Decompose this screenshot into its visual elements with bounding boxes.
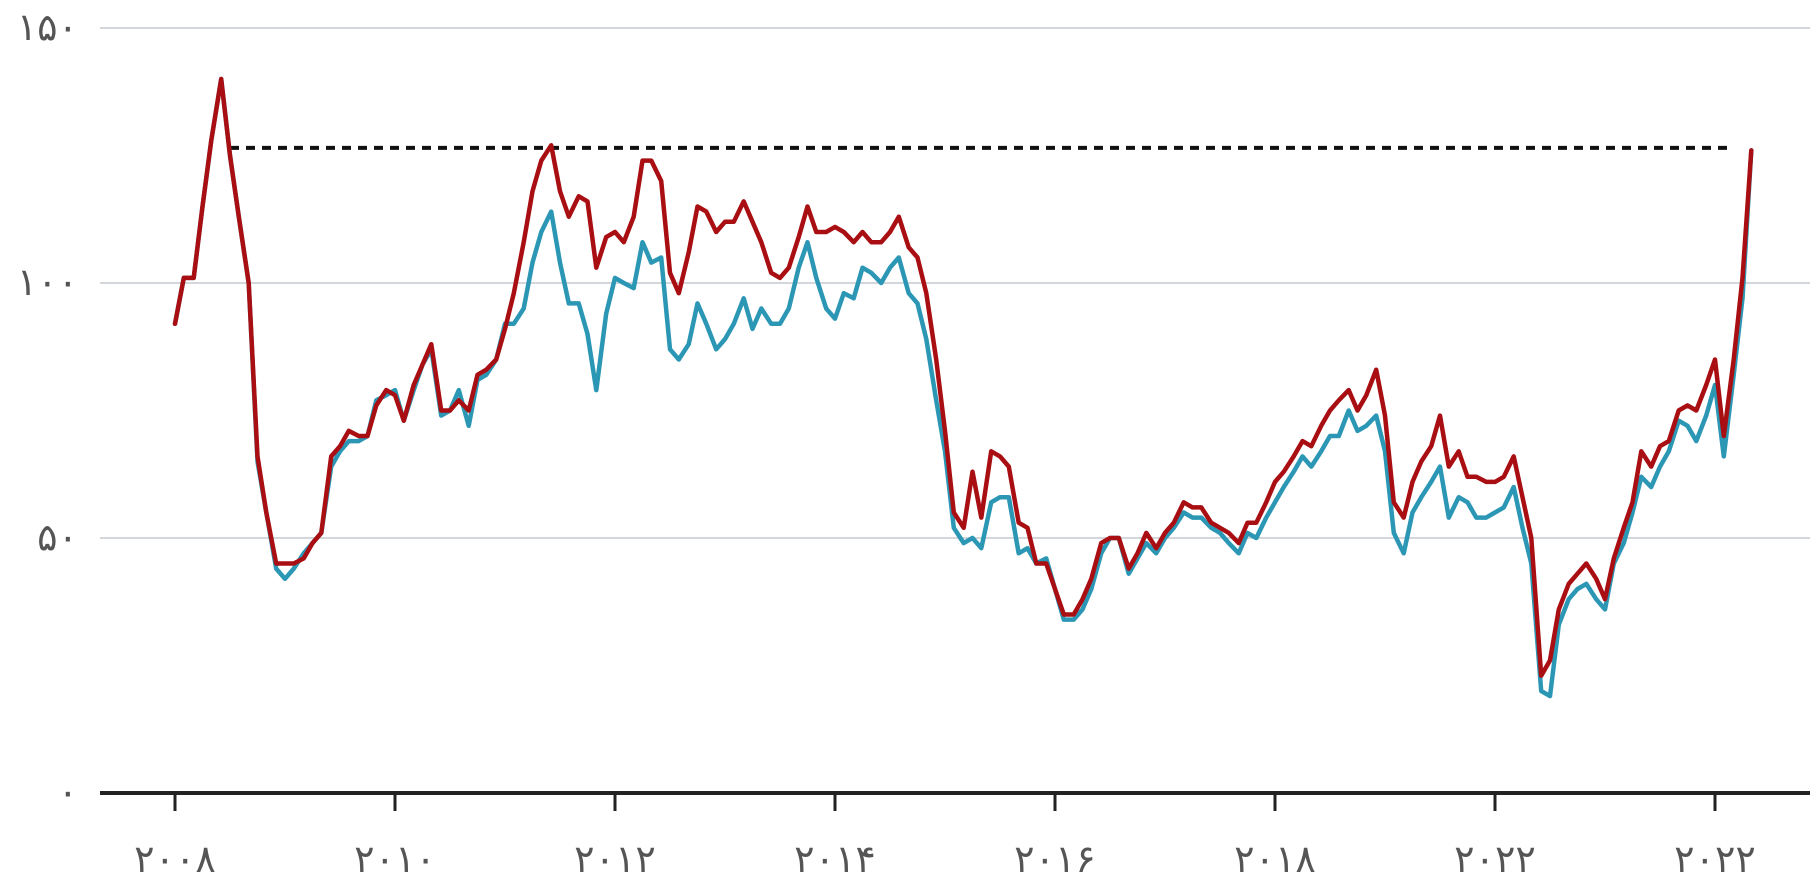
- gridlines: [100, 27, 1810, 539]
- y-tick-label: ۱۵۰: [17, 5, 78, 49]
- x-tick-label: ۲۰۲۲: [1454, 837, 1536, 879]
- x-tick-label: ۲۰۰۸: [134, 837, 216, 879]
- x-tick-label: ۲۰۲۲: [1674, 837, 1756, 879]
- y-axis-tick-labels: ۰ ۵۰ ۱۰۰ ۱۵۰: [17, 5, 78, 814]
- y-tick-label: ۰: [58, 770, 78, 814]
- y-tick-label: ۱۰۰: [17, 260, 78, 304]
- x-axis-tick-labels: ۲۰۰۸ ۲۰۱۰ ۲۰۱۲ ۲۰۱۴ ۲۰۱۶ ۲۰۱۸ ۲۰۲۲ ۲۰۲۲: [134, 837, 1756, 879]
- series-lines: [172, 76, 1754, 699]
- y-tick-label: ۵۰: [37, 515, 78, 559]
- x-tick-label: ۲۰۱۴: [794, 837, 876, 879]
- x-axis: [100, 791, 1810, 811]
- x-tick-label: ۲۰۱۸: [1234, 837, 1316, 879]
- x-tick-label: ۲۰۱۲: [574, 837, 656, 879]
- series-line-red: [172, 76, 1754, 678]
- x-tick-label: ۲۰۱۰: [354, 837, 436, 879]
- x-tick-label: ۲۰۱۶: [1014, 837, 1096, 879]
